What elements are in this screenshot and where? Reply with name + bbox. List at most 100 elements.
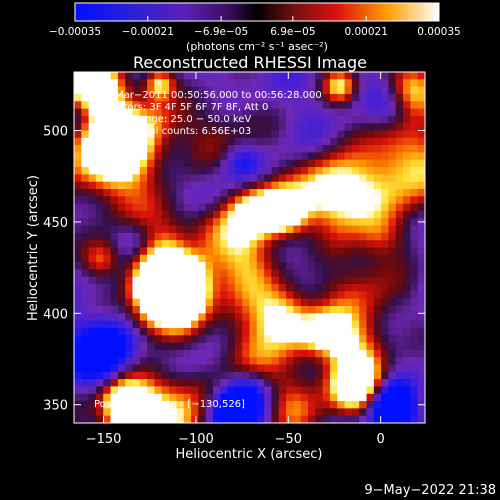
heatmap-cell [329,393,338,402]
heatmap-cell [147,291,156,300]
heatmap-cell [132,276,141,285]
heatmap-cell [161,284,170,292]
heatmap-cell [337,408,346,417]
heatmap-cell [169,313,177,322]
heatmap-cell [117,101,126,110]
heatmap-cell [249,225,258,234]
heatmap-cell [154,130,163,139]
heatmap-cell [161,86,170,95]
heatmap-cell [110,145,119,154]
heatmap-cell [337,115,346,124]
heatmap-cell [256,137,265,146]
heatmap-cell [388,269,397,278]
heatmap-cell [205,72,214,80]
heatmap-cell [286,174,294,183]
heatmap-cell [388,130,397,139]
heatmap-cell [271,86,280,95]
heatmap-cell [154,393,163,402]
heatmap-cell [373,101,382,110]
heatmap-cell [264,232,273,241]
heatmap-cell [169,276,177,285]
heatmap-cell [110,262,119,271]
heatmap-cell [293,137,302,146]
heatmap-cell [300,159,309,168]
heatmap-cell [212,137,221,146]
heatmap-cell [74,393,82,402]
heatmap-cell [176,210,185,219]
heatmap-cell [337,218,346,227]
heatmap-cell [256,174,265,183]
heatmap-cell [271,79,280,88]
heatmap-cell [410,218,419,227]
heatmap-cell [183,364,192,373]
heatmap-cell [256,210,265,219]
heatmap-cell [227,101,236,110]
heatmap-cell [271,327,280,336]
heatmap-cell [344,327,353,336]
heatmap-cell [366,203,375,212]
heatmap-cell [154,203,163,212]
heatmap-cell [132,159,141,168]
heatmap-cell [351,101,360,110]
heatmap-cell [95,298,104,307]
heatmap-cell [351,152,360,161]
heatmap-cell [329,203,338,212]
heatmap-cell [322,298,331,307]
heatmap-cell [154,218,163,227]
heatmap-cell [169,137,177,146]
heatmap-cell [373,254,382,263]
heatmap-cell [381,115,390,124]
heatmap-cell [315,306,324,314]
heatmap-cell [81,408,90,417]
heatmap-cell [300,189,309,197]
heatmap-cell [264,101,273,110]
heatmap-cell [403,167,411,175]
heatmap-cell [198,130,207,139]
heatmap-cell [125,86,134,95]
heatmap-cell [315,181,324,190]
heatmap-cell [81,232,90,241]
heatmap-cell [169,79,177,88]
heatmap-cell [286,115,294,124]
heatmap-cell [88,379,97,388]
heatmap-cell [293,313,302,322]
heatmap-cell [95,371,104,380]
heatmap-cell [176,262,185,271]
heatmap-cell [205,247,214,256]
heatmap-cell [125,145,134,154]
heatmap-cell [359,232,368,241]
heatmap-cell [329,72,338,80]
heatmap-cell [198,225,207,234]
heatmap-cell [205,415,214,423]
heatmap-cell [308,276,316,285]
heatmap-cell [220,232,229,241]
heatmap-cell [322,72,331,80]
heatmap-cell [286,101,294,110]
heatmap-cell [337,415,346,423]
heatmap-cell [88,298,97,307]
heatmap-cell [125,72,134,80]
heatmap-cell [242,357,251,366]
heatmap-cell [256,306,265,314]
heatmap-cell [95,415,104,423]
heatmap-cell [366,108,375,117]
heatmap-cell [366,313,375,322]
heatmap-cell [88,335,97,344]
heatmap-cell [359,298,368,307]
heatmap-cell [161,262,170,271]
heatmap-cell [125,371,134,380]
heatmap-cell [359,174,368,183]
heatmap-cell [176,306,185,314]
heatmap-cell [234,247,243,256]
heatmap-cell [337,108,346,117]
heatmap-cell [373,357,382,366]
heatmap-cell [256,240,265,249]
heatmap-cell [154,210,163,219]
heatmap-cell [176,108,185,117]
heatmap-cell [293,262,302,271]
heatmap-cell [249,408,258,417]
heatmap-cell [351,342,360,351]
heatmap-cell [205,335,214,344]
heatmap-cell [169,167,177,175]
heatmap-cell [191,203,199,212]
